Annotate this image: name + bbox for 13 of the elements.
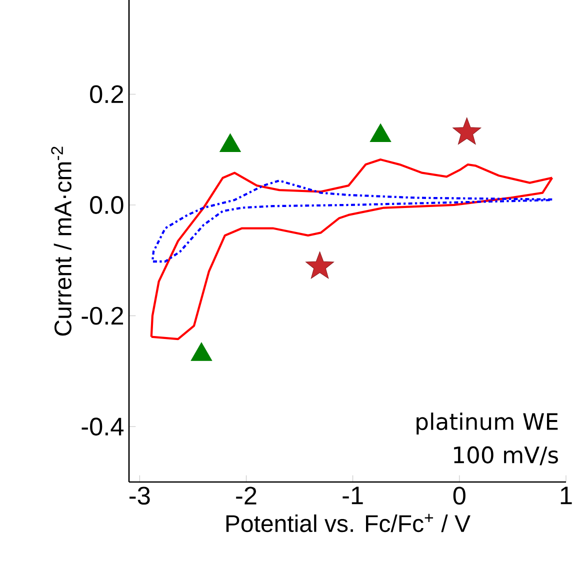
annotation: platinum WE <box>416 412 558 435</box>
y-tick-label: -0.2 <box>82 306 124 325</box>
y-tick-label: 0.0 <box>90 196 124 214</box>
x-tick-label: 1 <box>560 486 572 504</box>
y-tick-label: -0.4 <box>82 418 124 436</box>
x-tick-label: -1 <box>342 486 363 504</box>
x-axis-title: Potential vs. Fc/Fc$^{+}$ / V <box>226 514 470 532</box>
x-tick-label: -2 <box>236 486 256 504</box>
x-tick-label: -3 <box>130 486 150 505</box>
x-tick-label: 0 <box>453 486 466 505</box>
y-tick-label: 0.2 <box>90 85 124 104</box>
annotation: 100 mV/s <box>454 446 558 466</box>
y-axis-title: Current / mA·cm$^{-2}$ <box>51 146 72 336</box>
